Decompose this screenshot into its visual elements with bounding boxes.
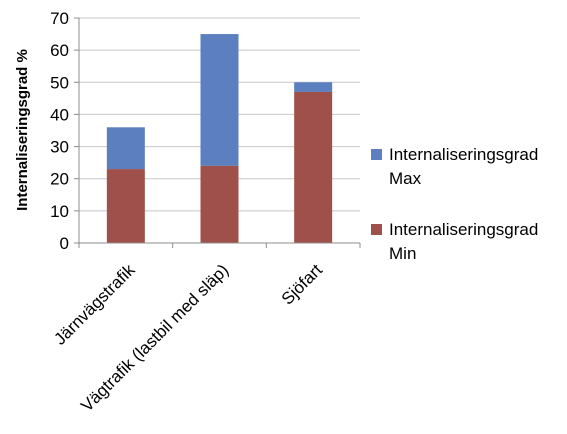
bar-max	[106, 127, 145, 170]
legend: Internaliseringsgrad Max Internalisering…	[371, 143, 567, 293]
legend-label-min: Internaliseringsgrad Min	[389, 220, 539, 263]
legend-swatch-max	[371, 149, 382, 160]
legend-item-max: Internaliseringsgrad Max	[371, 143, 567, 191]
legend-swatch-min	[371, 224, 382, 235]
y-tick-label: 40	[50, 105, 69, 124]
bar-max	[200, 34, 239, 166]
legend-label-max: Internaliseringsgrad Max	[389, 145, 539, 188]
bar-max	[294, 82, 333, 92]
bar-min	[200, 165, 239, 243]
y-tick-label: 30	[50, 138, 69, 157]
bar-min	[106, 169, 145, 243]
bars	[106, 34, 333, 243]
y-tick-label: 50	[50, 73, 69, 92]
y-tick-labels: 0 10 20 30 40 50 60 70	[50, 9, 69, 253]
y-tick-label: 60	[50, 41, 69, 60]
y-tick-label: 70	[50, 9, 69, 28]
bar-min	[294, 91, 333, 243]
x-tick-label: Sjöfart	[278, 260, 326, 308]
y-tick-label: 20	[50, 170, 69, 189]
legend-item-min: Internaliseringsgrad Min	[371, 218, 567, 266]
y-axis-label: Internaliseringsgrad %	[14, 49, 31, 211]
y-tick-label: 10	[50, 202, 69, 221]
x-tick-label: Järnvägstrafik	[50, 260, 139, 349]
x-tick-label: Vägtrafik (lastbil med släp)	[77, 260, 232, 415]
axes	[74, 17, 361, 248]
y-tick-label: 0	[60, 234, 69, 253]
